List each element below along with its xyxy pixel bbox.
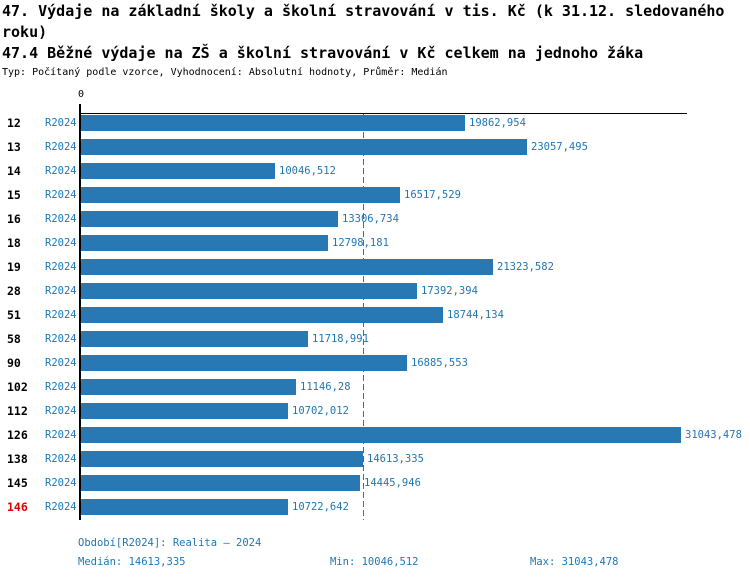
axis-zero-label: 0 bbox=[77, 89, 85, 100]
row-category-label: 90 bbox=[7, 356, 21, 370]
row-category-label: 112 bbox=[7, 404, 28, 418]
chart-row: 146 R2024 10722,642 bbox=[0, 499, 750, 515]
row-period-label: R2024 bbox=[45, 237, 77, 249]
value-bar bbox=[81, 331, 308, 347]
row-category-label: 102 bbox=[7, 380, 28, 394]
footer-max-label: Max: 31043,478 bbox=[530, 556, 619, 568]
bar-value-label: 11146,28 bbox=[300, 381, 351, 393]
chart-row: 12 R2024 19862,954 bbox=[0, 115, 750, 131]
row-period-label: R2024 bbox=[45, 357, 77, 369]
bar-value-label: 16517,529 bbox=[404, 189, 461, 201]
footer-median-label: Medián: 14613,335 bbox=[78, 556, 186, 568]
bar-value-label: 19862,954 bbox=[469, 117, 526, 129]
bar-value-label: 16885,553 bbox=[411, 357, 468, 369]
row-category-label: 28 bbox=[7, 284, 21, 298]
row-period-label: R2024 bbox=[45, 429, 77, 441]
row-category-label: 18 bbox=[7, 236, 21, 250]
row-category-label: 12 bbox=[7, 116, 21, 130]
row-period-label: R2024 bbox=[45, 261, 77, 273]
value-bar bbox=[81, 211, 338, 227]
bar-value-label: 11718,991 bbox=[312, 333, 369, 345]
row-period-label: R2024 bbox=[45, 333, 77, 345]
row-category-label: 146 bbox=[7, 500, 28, 514]
row-category-label: 58 bbox=[7, 332, 21, 346]
chart-row: 51 R2024 18744,134 bbox=[0, 307, 750, 323]
value-bar bbox=[81, 187, 400, 203]
row-category-label: 145 bbox=[7, 476, 28, 490]
chart-row: 28 R2024 17392,394 bbox=[0, 283, 750, 299]
value-bar bbox=[81, 379, 296, 395]
row-period-label: R2024 bbox=[45, 309, 77, 321]
row-category-label: 14 bbox=[7, 164, 21, 178]
y-axis-line bbox=[79, 104, 81, 520]
footer-period-label: Období[R2024]: Realita – 2024 bbox=[78, 537, 262, 549]
value-bar bbox=[81, 403, 288, 419]
row-period-label: R2024 bbox=[45, 477, 77, 489]
row-category-label: 51 bbox=[7, 308, 21, 322]
bar-value-label: 12798,181 bbox=[332, 237, 389, 249]
row-period-label: R2024 bbox=[45, 189, 77, 201]
value-bar bbox=[81, 283, 417, 299]
chart-row: 19 R2024 21323,582 bbox=[0, 259, 750, 275]
chart-row: 15 R2024 16517,529 bbox=[0, 187, 750, 203]
bar-value-label: 23057,495 bbox=[531, 141, 588, 153]
value-bar bbox=[81, 139, 527, 155]
bar-value-label: 10046,512 bbox=[279, 165, 336, 177]
value-bar bbox=[81, 499, 288, 515]
row-period-label: R2024 bbox=[45, 213, 77, 225]
chart-row: 126 R2024 31043,478 bbox=[0, 427, 750, 443]
value-bar bbox=[81, 259, 493, 275]
value-bar bbox=[81, 451, 363, 467]
bar-value-label: 31043,478 bbox=[685, 429, 742, 441]
report-title: 47. Výdaje na základní školy a školní st… bbox=[2, 2, 725, 41]
bar-value-label: 17392,394 bbox=[421, 285, 478, 297]
chart-rows: 12 R2024 19862,954 13 R2024 23057,495 14… bbox=[0, 115, 750, 523]
row-period-label: R2024 bbox=[45, 501, 77, 513]
value-bar bbox=[81, 475, 360, 491]
row-category-label: 138 bbox=[7, 452, 28, 466]
report-meta-line: Typ: Počítaný podle vzorce, Vyhodnocení:… bbox=[2, 67, 448, 78]
report-subtitle: 47.4 Běžné výdaje na ZŠ a školní stravov… bbox=[2, 44, 644, 62]
row-period-label: R2024 bbox=[45, 285, 77, 297]
row-category-label: 126 bbox=[7, 428, 28, 442]
chart-row: 102 R2024 11146,28 bbox=[0, 379, 750, 395]
chart-row: 13 R2024 23057,495 bbox=[0, 139, 750, 155]
x-axis-line bbox=[79, 113, 687, 114]
row-period-label: R2024 bbox=[45, 141, 77, 153]
bar-value-label: 13306,734 bbox=[342, 213, 399, 225]
row-category-label: 16 bbox=[7, 212, 21, 226]
bar-value-label: 14613,335 bbox=[367, 453, 424, 465]
bar-value-label: 18744,134 bbox=[447, 309, 504, 321]
chart-row: 112 R2024 10702,012 bbox=[0, 403, 750, 419]
row-category-label: 19 bbox=[7, 260, 21, 274]
chart-row: 90 R2024 16885,553 bbox=[0, 355, 750, 371]
chart-row: 18 R2024 12798,181 bbox=[0, 235, 750, 251]
bar-value-label: 21323,582 bbox=[497, 261, 554, 273]
row-category-label: 13 bbox=[7, 140, 21, 154]
value-bar bbox=[81, 427, 681, 443]
bar-value-label: 14445,946 bbox=[364, 477, 421, 489]
value-bar bbox=[81, 307, 443, 323]
value-bar bbox=[81, 163, 275, 179]
chart-row: 138 R2024 14613,335 bbox=[0, 451, 750, 467]
chart-row: 58 R2024 11718,991 bbox=[0, 331, 750, 347]
chart-row: 14 R2024 10046,512 bbox=[0, 163, 750, 179]
chart-row: 145 R2024 14445,946 bbox=[0, 475, 750, 491]
bar-value-label: 10722,642 bbox=[292, 501, 349, 513]
row-period-label: R2024 bbox=[45, 117, 77, 129]
value-bar bbox=[81, 115, 465, 131]
chart-row: 16 R2024 13306,734 bbox=[0, 211, 750, 227]
row-period-label: R2024 bbox=[45, 381, 77, 393]
bar-value-label: 10702,012 bbox=[292, 405, 349, 417]
row-period-label: R2024 bbox=[45, 165, 77, 177]
row-period-label: R2024 bbox=[45, 453, 77, 465]
value-bar bbox=[81, 235, 328, 251]
row-category-label: 15 bbox=[7, 188, 21, 202]
footer-min-label: Min: 10046,512 bbox=[330, 556, 419, 568]
row-period-label: R2024 bbox=[45, 405, 77, 417]
value-bar bbox=[81, 355, 407, 371]
